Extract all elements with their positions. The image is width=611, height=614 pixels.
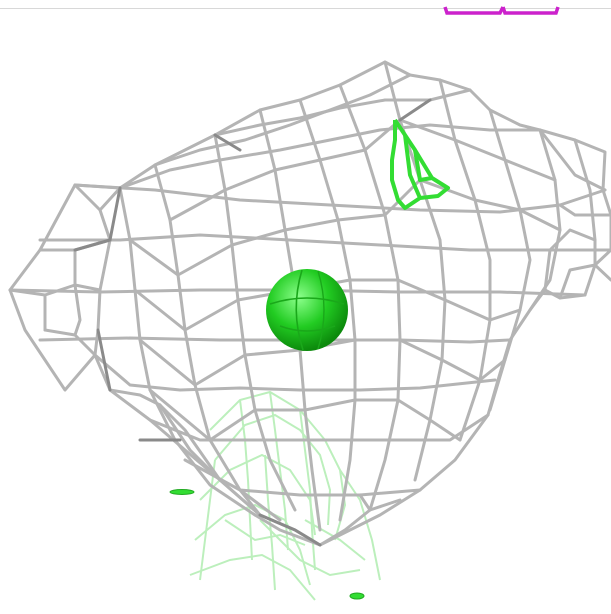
magenta-mesh-fragment <box>443 6 560 15</box>
viewport-top-border <box>0 8 611 9</box>
ion-sphere[interactable] <box>266 269 348 351</box>
mesh-foreground-edges <box>73 98 432 547</box>
green-difference-density <box>390 118 450 210</box>
small-green-fragments <box>169 489 365 600</box>
pale-green-density-mesh <box>189 390 381 601</box>
